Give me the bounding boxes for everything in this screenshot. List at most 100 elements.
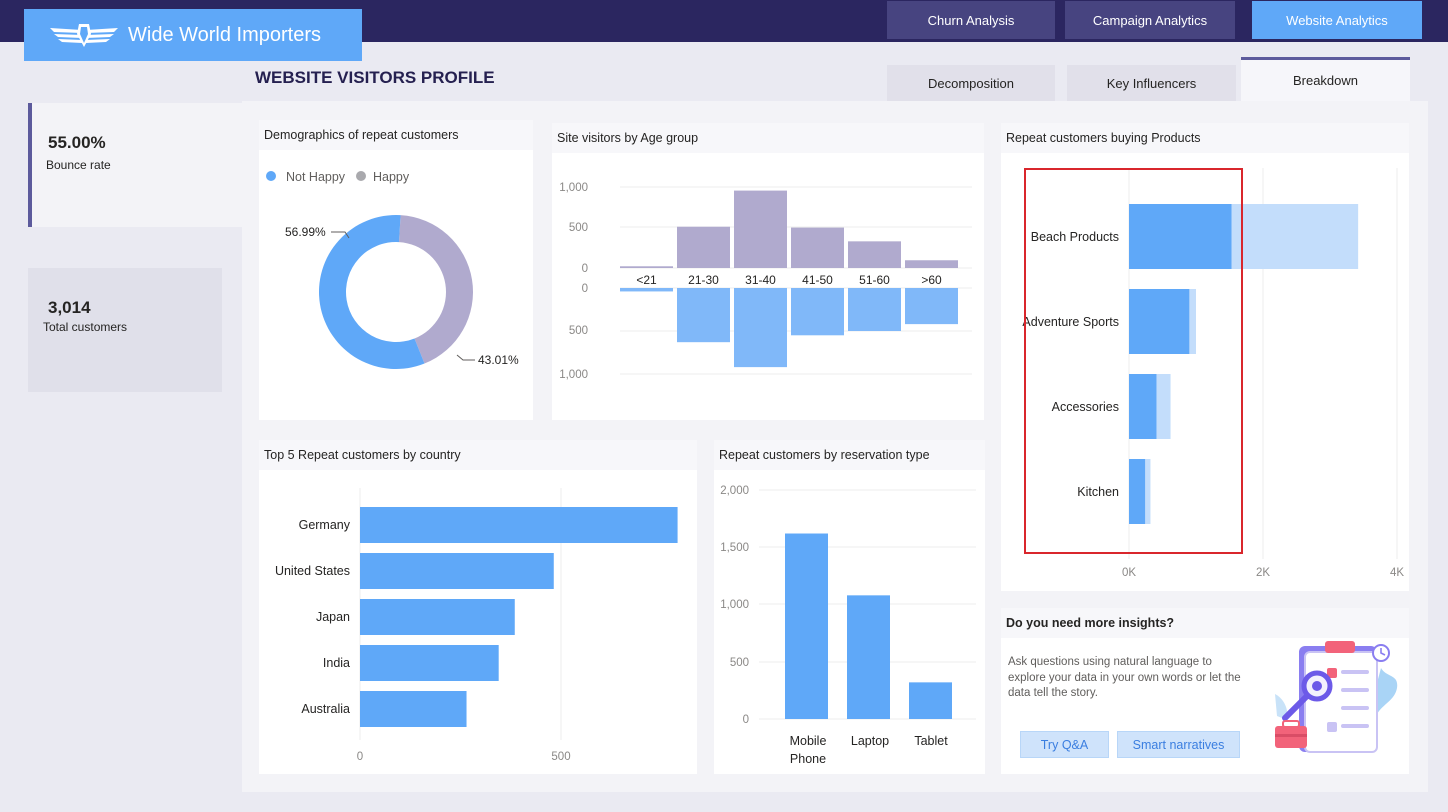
y-tick-label: 0 bbox=[743, 714, 749, 726]
legend-not-happy-label: Not Happy bbox=[286, 170, 346, 184]
kpi-label: Bounce rate bbox=[46, 158, 111, 172]
bar-bottom-41-50[interactable] bbox=[791, 288, 844, 336]
kpi-value: 3,014 bbox=[48, 298, 91, 317]
brand-logo[interactable]: Wide World Importers bbox=[24, 9, 362, 61]
bar-bottom->60[interactable] bbox=[905, 288, 958, 325]
brand-name: Wide World Importers bbox=[128, 23, 322, 46]
y-tick-label: 500 bbox=[730, 657, 749, 669]
y-tick-label: 2,000 bbox=[720, 485, 749, 497]
x-category-label: Laptop bbox=[851, 734, 889, 748]
nav-campaign-analytics[interactable]: Campaign Analytics bbox=[1065, 1, 1235, 39]
x-tick-label: 2K bbox=[1256, 567, 1270, 579]
y-category-label: Germany bbox=[299, 518, 351, 532]
bar-repeat-Beach Products[interactable] bbox=[1129, 204, 1232, 269]
age-group-chart: 1,000 500 0 0 500 1,000 <21 21-30 31-40 41-… bbox=[559, 182, 972, 381]
bar-top-41-50[interactable] bbox=[791, 227, 844, 268]
tab-key-influencers[interactable]: Key Influencers bbox=[1067, 65, 1236, 101]
try-qa-button[interactable]: Try Q&A bbox=[1020, 731, 1109, 758]
nav-churn-analysis[interactable]: Churn Analysis bbox=[887, 1, 1055, 39]
y-tick-label: 0 bbox=[582, 263, 588, 275]
nav-website-analytics[interactable]: Website Analytics bbox=[1252, 1, 1422, 39]
y-tick-label: 0 bbox=[582, 283, 588, 295]
y-tick-label: 1,500 bbox=[720, 542, 749, 554]
bar-repeat-Adventure Sports[interactable] bbox=[1129, 289, 1190, 354]
slice-label-not-happy: 56.99% bbox=[285, 225, 326, 239]
x-tick-label: 0 bbox=[357, 751, 363, 763]
demographics-card: Demographics of repeat customers Not Hap… bbox=[259, 120, 533, 420]
x-tick-label: 4K bbox=[1390, 567, 1404, 579]
y-category-label: United States bbox=[275, 564, 350, 578]
legend-not-happy-icon bbox=[266, 171, 276, 181]
legend-happy-icon bbox=[356, 171, 366, 181]
insights-text-line: data tell the story. bbox=[1008, 687, 1098, 699]
card-title: Demographics of repeat customers bbox=[259, 120, 533, 150]
bar-repeat-Kitchen[interactable] bbox=[1129, 459, 1146, 524]
donut-slices bbox=[318, 215, 473, 369]
y-category-label: Japan bbox=[316, 610, 350, 624]
bar-Germany[interactable] bbox=[360, 507, 678, 543]
card-title: Top 5 Repeat customers by country bbox=[259, 440, 697, 470]
smart-narratives-button[interactable]: Smart narratives bbox=[1117, 731, 1240, 758]
leader-line bbox=[456, 354, 475, 361]
y-category-label: Beach Products bbox=[1031, 230, 1119, 244]
x-category-label: 41-50 bbox=[802, 273, 833, 287]
kpi-bounce-rate: 55.00% Bounce rate bbox=[28, 103, 248, 227]
y-tick-label: 1,000 bbox=[559, 369, 588, 381]
page-title: WEBSITE VISITORS PROFILE bbox=[255, 68, 495, 87]
bar-top->60[interactable] bbox=[905, 260, 958, 268]
bar-Tablet[interactable] bbox=[909, 682, 952, 719]
donut-slice-not-happy[interactable] bbox=[318, 215, 425, 369]
bar-bottom-21-30[interactable] bbox=[677, 288, 730, 343]
y-tick-label: 1,000 bbox=[720, 599, 749, 611]
bar-Mobile Phone[interactable] bbox=[785, 533, 828, 719]
bar-Laptop[interactable] bbox=[847, 595, 890, 719]
x-category-label: 31-40 bbox=[745, 273, 776, 287]
x-category-label: >60 bbox=[921, 273, 942, 287]
demographics-donut-chart: Not Happy Happy 56.99% 43.01% bbox=[266, 170, 519, 369]
age-group-card: Site visitors by Age group 1,000 500 0 0… bbox=[552, 123, 984, 420]
insights-card: Do you need more insights? Ask questions… bbox=[1001, 608, 1409, 774]
kpi-total-customers: 3,014 Total customers bbox=[28, 268, 222, 392]
y-category-label: Adventure Sports bbox=[1022, 315, 1119, 329]
kpi-value: 55.00% bbox=[48, 133, 106, 152]
card-title: Site visitors by Age group bbox=[552, 123, 984, 153]
tab-breakdown[interactable]: Breakdown bbox=[1241, 57, 1410, 101]
bar-bottom-<21[interactable] bbox=[620, 288, 673, 292]
reservation-bar-chart: 2,000 1,500 1,000 500 0 Mobile Phone Lap… bbox=[720, 485, 976, 766]
bar-top-<21[interactable] bbox=[620, 266, 673, 268]
donut-slice-happy[interactable] bbox=[398, 215, 473, 364]
bar-United States[interactable] bbox=[360, 553, 554, 589]
bar-India[interactable] bbox=[360, 645, 499, 681]
x-tick-label: 500 bbox=[551, 751, 570, 763]
y-category-label: Accessories bbox=[1052, 400, 1119, 414]
card-title: Repeat customers buying Products bbox=[1001, 123, 1409, 153]
highlight-box bbox=[1024, 168, 1243, 554]
y-category-label: Kitchen bbox=[1077, 485, 1119, 499]
reservation-card: Repeat customers by reservation type 2,0… bbox=[714, 440, 985, 774]
x-category-label: Mobile bbox=[790, 734, 827, 748]
bar-Australia[interactable] bbox=[360, 691, 467, 727]
tab-decomposition[interactable]: Decomposition bbox=[887, 65, 1055, 101]
x-category-label: Tablet bbox=[914, 734, 948, 748]
bar-bottom-31-40[interactable] bbox=[734, 288, 787, 368]
kpi-label: Total customers bbox=[43, 320, 128, 334]
y-tick-label: 1,000 bbox=[559, 182, 588, 194]
leader-line bbox=[331, 231, 350, 239]
bar-bottom-51-60[interactable] bbox=[848, 288, 901, 331]
bar-top-31-40[interactable] bbox=[734, 190, 787, 268]
legend-happy-label: Happy bbox=[373, 170, 410, 184]
x-category-label: 51-60 bbox=[859, 273, 890, 287]
bar-top-21-30[interactable] bbox=[677, 226, 730, 268]
y-tick-label: 500 bbox=[569, 222, 588, 234]
x-category-label: Phone bbox=[790, 752, 826, 766]
card-title: Do you need more insights? bbox=[1001, 608, 1409, 638]
bar-top-51-60[interactable] bbox=[848, 241, 901, 268]
x-category-label: <21 bbox=[636, 273, 657, 287]
insights-text-line: Ask questions using natural language to bbox=[1008, 656, 1212, 668]
country-card: Top 5 Repeat customers by country 0 500 … bbox=[259, 440, 697, 774]
bar-repeat-Accessories[interactable] bbox=[1129, 374, 1157, 439]
y-tick-label: 500 bbox=[569, 325, 588, 337]
x-tick-label: 0K bbox=[1122, 567, 1136, 579]
bar-Japan[interactable] bbox=[360, 599, 515, 635]
slice-label-happy: 43.01% bbox=[478, 353, 519, 367]
